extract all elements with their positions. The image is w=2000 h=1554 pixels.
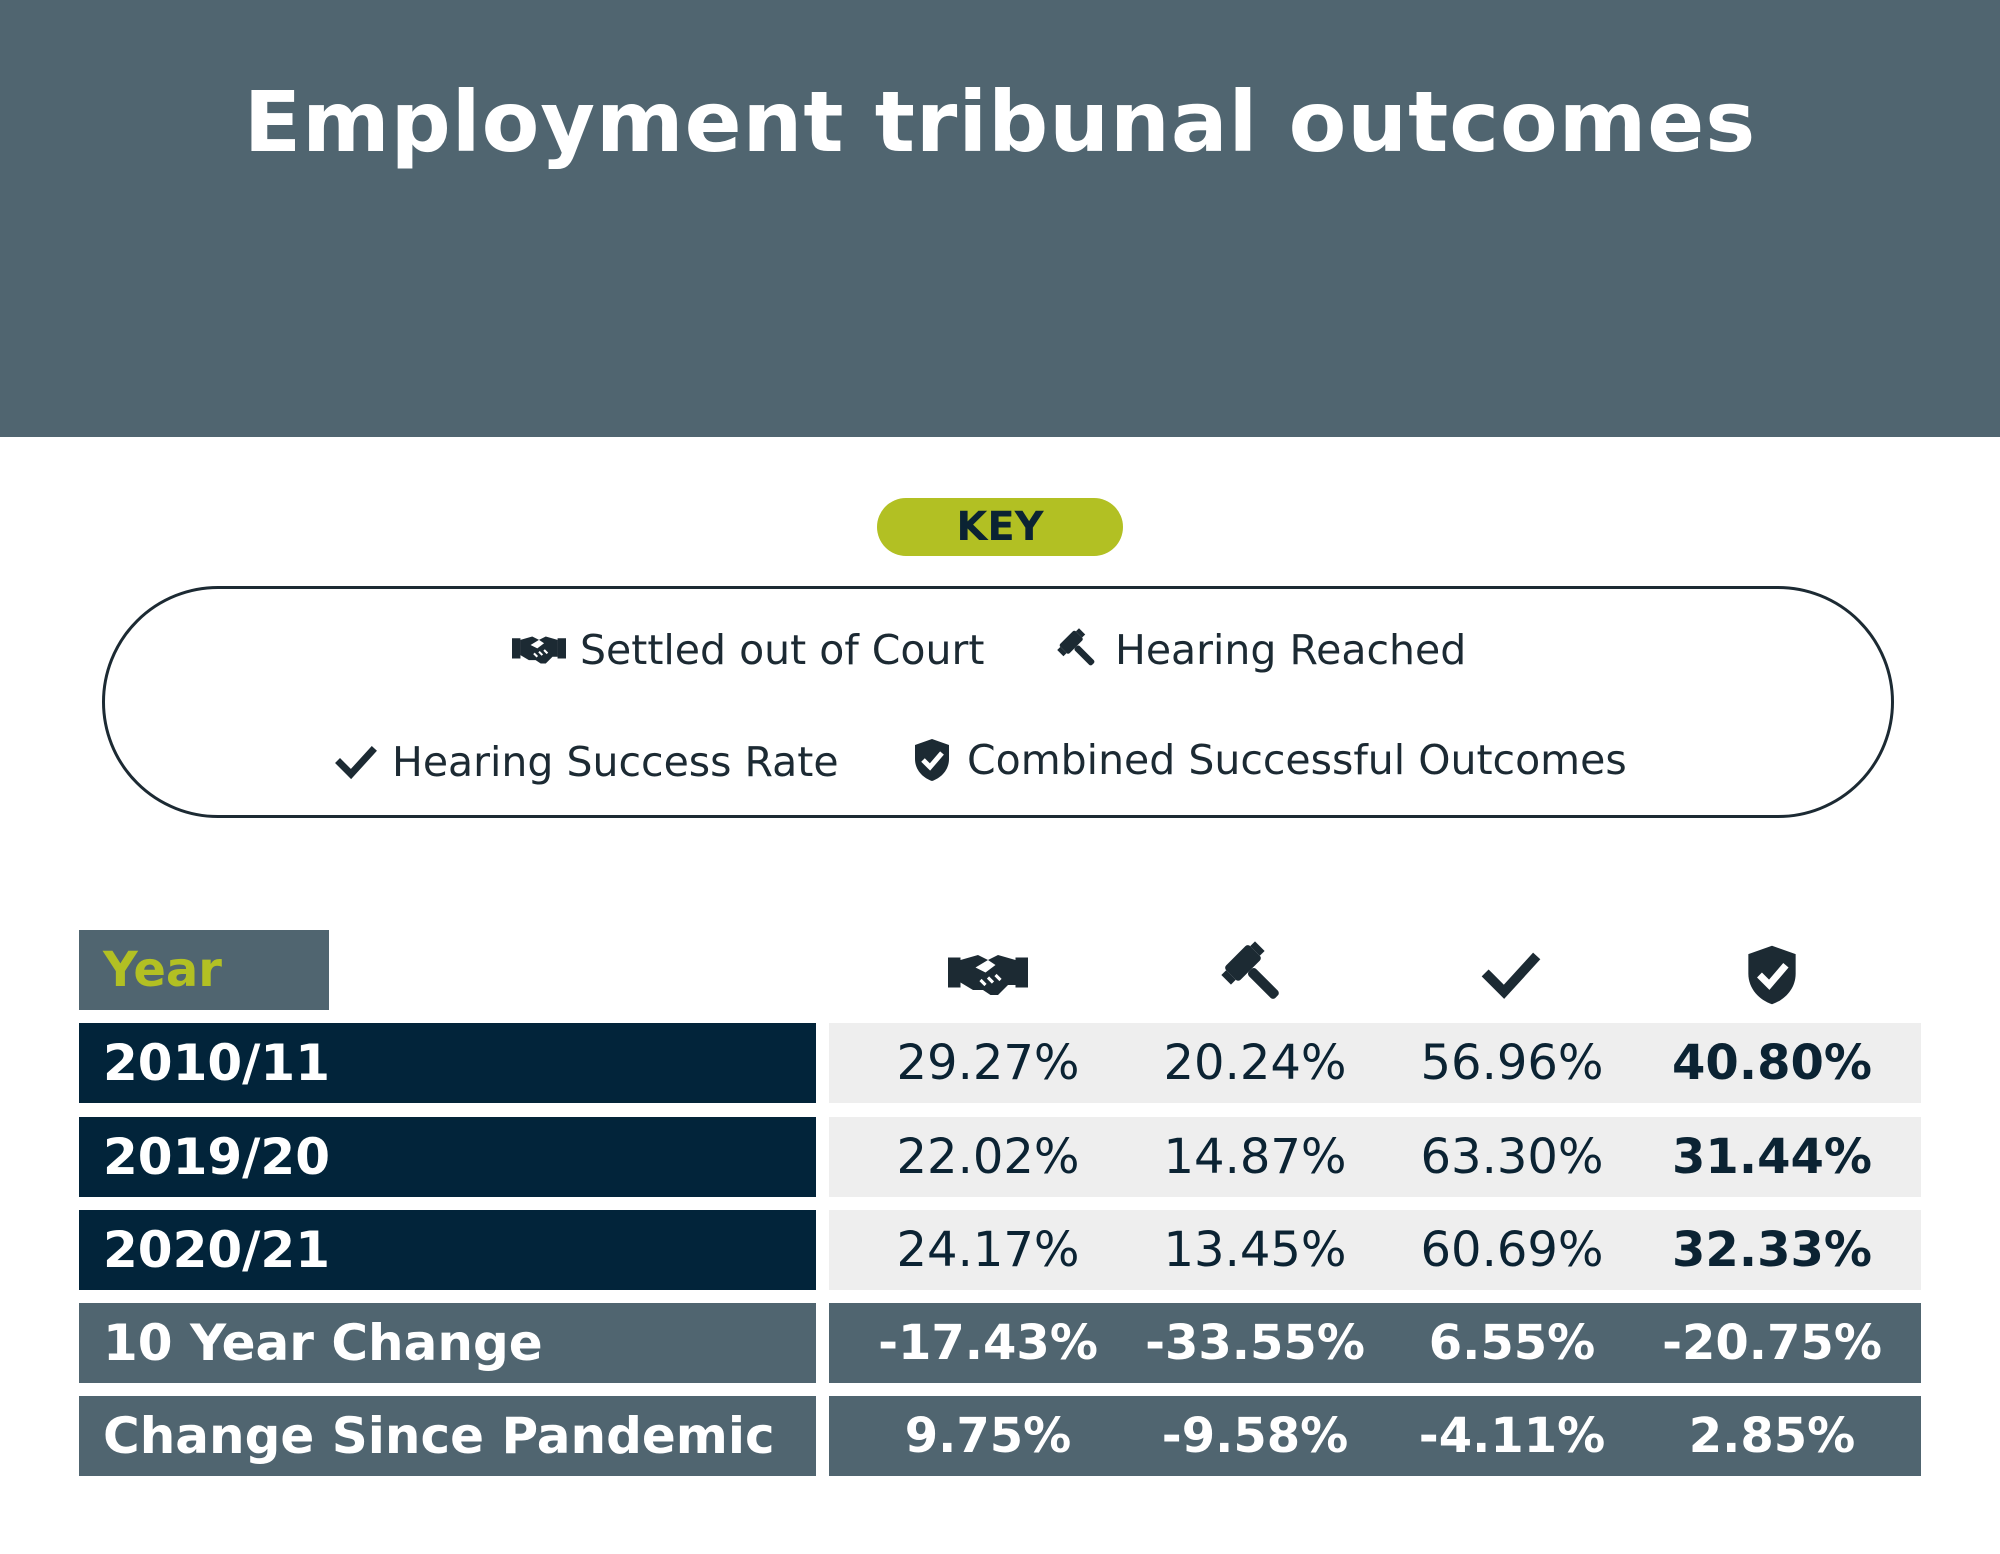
legend-label: Settled out of Court [580,626,985,674]
legend-label: Hearing Success Rate [392,738,839,786]
table-row: 22.02% 14.87% 63.30% 31.44% [829,1117,1921,1197]
key-badge: KEY [877,498,1123,556]
table-row: 29.27% 20.24% 56.96% 40.80% [829,1023,1921,1103]
column-gavel-icon [1125,940,1385,1010]
legend-item-success: Hearing Success Rate [334,738,839,786]
row-label: Change Since Pandemic [79,1396,816,1476]
table-row: 24.17% 13.45% 60.69% 32.33% [829,1210,1921,1290]
check-icon [334,742,378,782]
gavel-icon [1057,628,1101,672]
row-label: 2020/21 [79,1210,816,1290]
legend-label: Hearing Reached [1115,626,1467,674]
table-cell: -9.58% [1161,1408,1349,1464]
row-label: 2019/20 [79,1117,816,1197]
table-cell: 2.85% [1688,1408,1856,1464]
legend-item-settled: Settled out of Court [512,626,984,674]
table-cell: 60.69% [1420,1222,1604,1278]
header-banner: Employment tribunal outcomes [0,0,2000,437]
column-shield-check-icon [1642,940,1902,1010]
shield-check-icon [911,737,953,783]
table-row: 9.75% -9.58% -4.11% 2.85% [829,1396,1921,1476]
row-label: 2010/11 [79,1023,816,1103]
table-cell: -17.43% [878,1315,1098,1371]
legend-label: Combined Successful Outcomes [967,736,1627,784]
table-cell: 63.30% [1420,1129,1604,1185]
column-check-icon [1381,940,1641,1010]
table-row: -17.43% -33.55% 6.55% -20.75% [829,1303,1921,1383]
table-cell: -33.55% [1145,1315,1365,1371]
table-cell: -4.11% [1418,1408,1606,1464]
table-cell: 22.02% [896,1129,1080,1185]
table-cell: 29.27% [896,1035,1080,1091]
table-cell: 20.24% [1163,1035,1347,1091]
table-cell: 31.44% [1672,1129,1872,1185]
legend-item-hearing: Hearing Reached [1057,626,1466,674]
table-cell: 56.96% [1420,1035,1604,1091]
table-cell: 14.87% [1163,1129,1347,1185]
handshake-icon [512,633,566,667]
legend-box [102,586,1894,818]
page-title: Employment tribunal outcomes [243,73,1757,171]
table-cell: 40.80% [1672,1035,1872,1091]
table-cell: 13.45% [1163,1222,1347,1278]
year-header: Year [79,930,329,1010]
table-cell: 24.17% [896,1222,1080,1278]
table-cell: 32.33% [1672,1222,1872,1278]
table-cell: 9.75% [904,1408,1072,1464]
table-cell: 6.55% [1428,1315,1596,1371]
row-label: 10 Year Change [79,1303,816,1383]
column-handshake-icon [858,940,1118,1010]
legend-item-combined: Combined Successful Outcomes [911,736,1627,784]
table-cell: -20.75% [1662,1315,1882,1371]
